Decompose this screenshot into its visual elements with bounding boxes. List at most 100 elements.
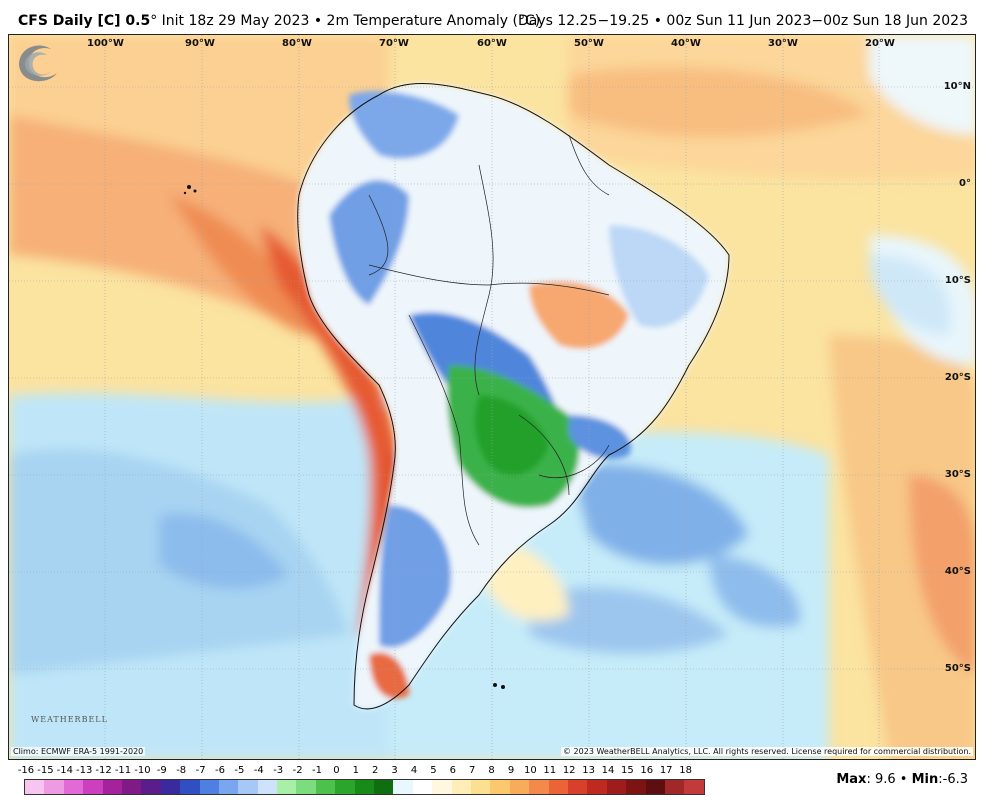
lat-label-10s: 10°S	[944, 275, 971, 286]
weatherbell-logo	[19, 45, 57, 82]
colorbar-swatch	[25, 780, 45, 794]
colorbar-tick-label: 6	[449, 765, 456, 776]
colorbar-tick-label: 18	[679, 765, 692, 776]
map-header: CFS Daily [C] 0.5° Init 18z 29 May 2023 …	[0, 0, 984, 34]
colorbar-swatch	[664, 780, 685, 794]
colorbar-swatch	[451, 780, 471, 794]
colorbar-tick-label: 4	[410, 765, 418, 776]
colorbar-swatch	[102, 780, 122, 794]
country-borders	[368, 134, 610, 546]
colorbar-tick-label: 1	[352, 765, 359, 776]
lon-label-20w: 20°W	[865, 38, 895, 49]
colorbar-swatch	[44, 780, 64, 794]
colorbar-swatch	[393, 780, 413, 794]
anomaly-map: 100°W 90°W 80°W 70°W 60°W 50°W 40°W 30°W…	[8, 34, 976, 760]
colorbar-tick-label: 8	[488, 765, 495, 776]
south-america-coastline	[297, 83, 730, 710]
lat-label-0: 0°	[959, 178, 971, 189]
colorbar-tick-label: 14	[601, 765, 615, 776]
lon-label-60w: 60°W	[477, 38, 507, 49]
colorbar-tick-label: 12	[562, 765, 576, 776]
colorbar-swatch	[354, 780, 375, 794]
colorbar-swatch	[645, 780, 665, 794]
colorbar-tick-label: -14	[56, 765, 73, 776]
colorbar-swatch	[529, 780, 549, 794]
colorbar-swatch	[218, 780, 239, 794]
falkland-islands	[493, 683, 505, 689]
lon-label-80w: 80°W	[282, 38, 312, 49]
colorbar-tick-label: -1	[312, 765, 322, 776]
copyright-note: © 2023 WeatherBELL Analytics, LLC. All r…	[561, 747, 973, 756]
colorbar-tick-label: -5	[234, 765, 245, 776]
colorbar-swatch	[315, 780, 336, 794]
colorbar-swatch	[296, 780, 316, 794]
colorbar-swatch	[83, 780, 103, 794]
colorbar-tick-label: -2	[292, 765, 303, 776]
colorbar-tick-label: 3	[391, 765, 398, 776]
colorbar-swatch	[548, 780, 568, 794]
colorbar-swatch	[490, 780, 510, 794]
lon-label-40w: 40°W	[671, 38, 701, 49]
colorbar	[24, 779, 705, 795]
lon-label-100w: 100°W	[87, 38, 124, 49]
init-and-variable: ° Init 18z 29 May 2023 • 2m Temperature …	[150, 13, 541, 29]
min-label: Min	[911, 772, 939, 787]
min-value: -6.3	[942, 772, 968, 787]
colorbar-tick-label: 0	[333, 765, 340, 776]
colorbar-tick-label: -11	[114, 765, 132, 776]
colorbar-tick-label: 11	[543, 765, 557, 776]
colorbar-tick-label: 13	[582, 765, 595, 776]
colorbar-swatch	[626, 780, 646, 794]
colorbar-tick-label: -16	[17, 765, 35, 776]
model-name: CFS Daily [C] 0.5	[18, 13, 151, 29]
colorbar-tick-label: -12	[95, 765, 112, 776]
colorbar-tick-label: -10	[134, 765, 151, 776]
colorbar-labels: -16 -15 -14 -13 -12 -11 -10 -9 -8 -7 -6 -5 -4 -3 -2 -1 0…	[18, 765, 704, 777]
colorbar-swatch	[684, 780, 704, 794]
colorbar-swatch	[470, 780, 491, 794]
colorbar-swatch	[374, 780, 394, 794]
map-title: CFS Daily [C] 0.5° Init 18z 29 May 2023 …	[18, 14, 540, 28]
colorbar-tick-label: 9	[507, 765, 515, 776]
valid-time-range: Days 12.25−19.25 • 00z Sun 11 Jun 2023−0…	[518, 13, 968, 29]
lat-label-20s: 20°S	[944, 372, 971, 383]
climo-note: Climo: ECMWF ERA-5 1991-2020	[11, 747, 146, 756]
colorbar-tick-label: -6	[215, 765, 225, 776]
max-min-readout: Max: 9.6 • Min:-6.3	[836, 772, 968, 787]
colorbar-tick-label: 16	[640, 765, 654, 776]
lon-label-50w: 50°W	[574, 38, 604, 49]
galapagos-islands	[183, 185, 197, 195]
colorbar-swatch	[180, 780, 200, 794]
colorbar-tick-label: 15	[621, 765, 634, 776]
colorbar-swatch	[277, 780, 297, 794]
anomaly-shading	[9, 35, 975, 759]
colorbar-tick-label: 17	[659, 765, 673, 776]
graticule	[9, 35, 975, 759]
colorbar-swatch	[121, 780, 142, 794]
colorbar-tick-label: 10	[524, 765, 537, 776]
colorbar-tick-label: -7	[195, 765, 206, 776]
colorbar-swatch	[257, 780, 278, 794]
colorbar-swatch	[238, 780, 258, 794]
max-value: 9.6	[874, 772, 896, 787]
colorbar-swatch	[160, 780, 181, 794]
colorbar-tick-label: 5	[430, 765, 437, 776]
lon-label-90w: 90°W	[185, 38, 215, 49]
logo-wordmark: WEATHERBELL	[31, 715, 108, 724]
lat-label-30s: 30°S	[944, 469, 971, 480]
colorbar-swatch	[509, 780, 530, 794]
colorbar-tick-label: -9	[156, 765, 167, 776]
lat-label-50s: 50°S	[944, 663, 971, 674]
colorbar-tick-label: -13	[76, 765, 93, 776]
colorbar-swatch	[335, 780, 355, 794]
colorbar-swatch	[199, 780, 219, 794]
colorbar-tick-label: 7	[469, 765, 476, 776]
colorbar-tick-label: -3	[273, 765, 284, 776]
colorbar-swatch	[141, 780, 161, 794]
colorbar-tick-label: 2	[372, 765, 379, 776]
anomaly-field	[9, 35, 975, 759]
colorbar-swatch	[606, 780, 627, 794]
colorbar-swatch	[587, 780, 607, 794]
colorbar-swatch	[567, 780, 588, 794]
colorbar-swatch	[63, 780, 84, 794]
